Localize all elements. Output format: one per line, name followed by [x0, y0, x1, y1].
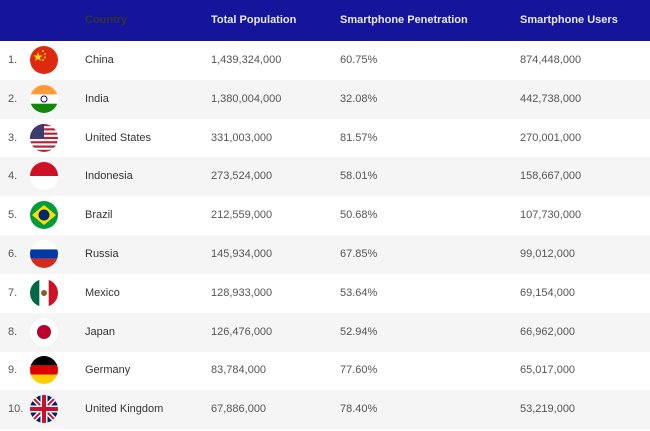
- smartphone-users: 442,738,000: [520, 92, 582, 105]
- rank: 7.: [8, 286, 18, 299]
- population: 83,784,000: [211, 364, 267, 377]
- penetration: 50.68%: [340, 209, 378, 222]
- smartphone-users: 66,962,000: [520, 325, 576, 338]
- table-row: 6. Russia 145,934,000 67.85% 99,012,000: [0, 235, 650, 274]
- smartphone-users: 65,017,000: [520, 364, 576, 377]
- smartphone-users: 69,154,000: [520, 286, 576, 299]
- smartphone-users: 107,730,000: [520, 209, 582, 222]
- population: 145,934,000: [211, 248, 273, 260]
- table-row: 1. China 1,439,324,000 60.75% 874,448,00…: [0, 41, 650, 80]
- penetration: 77.60%: [340, 364, 378, 377]
- table-row: 2. India 1,380,004,000 32.08% 442,738,00…: [0, 79, 650, 119]
- country-name: Japan: [85, 325, 115, 338]
- country-name: United Kingdom: [85, 403, 164, 416]
- country-name: India: [85, 92, 109, 105]
- country-name: China: [85, 54, 114, 66]
- penetration: 81.57%: [340, 131, 378, 144]
- united-states-flag-icon: [30, 123, 58, 152]
- population: 67,886,000: [211, 403, 267, 416]
- rank: 1.: [8, 54, 18, 66]
- penetration: 67.85%: [340, 248, 378, 260]
- table-row: 8. Japan 126,476,000 52.94% 66,962,000: [0, 312, 650, 352]
- rank: 9.: [8, 364, 18, 377]
- penetration: 52.94%: [340, 325, 378, 338]
- table-row: 4. Indonesia 273,524,000 58.01% 158,667,…: [0, 157, 650, 197]
- header-country: Country: [85, 14, 128, 26]
- rank: 2.: [8, 92, 18, 105]
- population: 212,559,000: [211, 209, 273, 222]
- indonesia-flag-icon: [30, 162, 58, 191]
- mexico-flag-icon: [30, 278, 58, 307]
- india-flag-icon: [30, 84, 58, 113]
- country-name: Russia: [85, 248, 119, 260]
- table-row: 5. Brazil 212,559,000 50.68% 107,730,000: [0, 196, 650, 235]
- population: 128,933,000: [211, 286, 273, 299]
- rank: 8.: [8, 325, 18, 338]
- country-name: United States: [85, 131, 152, 144]
- brazil-flag-icon: [30, 201, 58, 230]
- rank: 4.: [8, 170, 18, 183]
- header-population: Total Population: [211, 14, 297, 26]
- population: 1,439,324,000: [211, 54, 282, 66]
- japan-flag-icon: [30, 317, 58, 346]
- table-row: 10. United Kingdom 67,886,000 78.40% 53,…: [0, 390, 650, 430]
- rank: 6.: [8, 248, 18, 260]
- table-row: 9. Germany 83,784,000 77.60% 65,017,000: [0, 351, 650, 390]
- country-name: Germany: [85, 364, 131, 377]
- penetration: 58.01%: [340, 170, 378, 183]
- table-header: Country Total Population Smartphone Pene…: [0, 0, 650, 41]
- population: 126,476,000: [211, 325, 273, 338]
- smartphone-users: 270,001,000: [520, 131, 582, 144]
- header-users: Smartphone Users: [520, 14, 618, 26]
- russia-flag-icon: [30, 240, 58, 268]
- smartphone-users: 53,219,000: [520, 403, 576, 416]
- penetration: 60.75%: [340, 54, 378, 66]
- smartphone-users: 158,667,000: [520, 170, 582, 183]
- rank: 3.: [8, 131, 18, 144]
- header-penetration: Smartphone Penetration: [340, 14, 468, 26]
- population: 1,380,004,000: [211, 92, 282, 105]
- table-row: 7. Mexico 128,933,000 53.64% 69,154,000: [0, 274, 650, 313]
- smartphone-users: 99,012,000: [520, 248, 576, 260]
- country-name: Mexico: [85, 286, 120, 299]
- penetration: 53.64%: [340, 286, 378, 299]
- country-name: Brazil: [85, 209, 113, 222]
- country-name: Indonesia: [85, 170, 133, 183]
- united-kingdom-flag-icon: [30, 395, 58, 424]
- rank: 10.: [8, 403, 24, 416]
- population: 331,003,000: [211, 131, 273, 144]
- rank: 5.: [8, 209, 18, 222]
- penetration: 78.40%: [340, 403, 378, 416]
- population: 273,524,000: [211, 170, 273, 183]
- penetration: 32.08%: [340, 92, 378, 105]
- table-row: 3. United States 331,003,000 81.57% 270,…: [0, 119, 650, 158]
- smartphone-users: 874,448,000: [520, 54, 582, 66]
- germany-flag-icon: [30, 356, 58, 385]
- china-flag-icon: [30, 46, 58, 74]
